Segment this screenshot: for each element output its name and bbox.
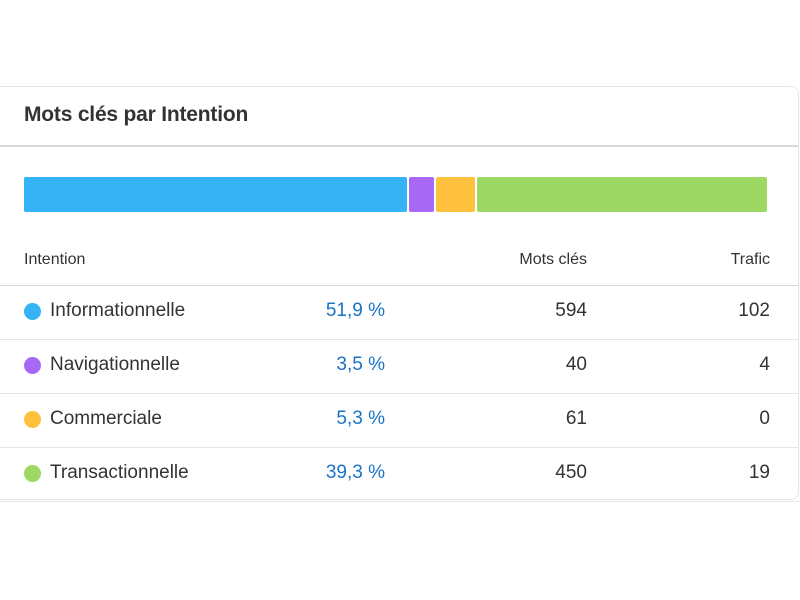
- intent-percent-link[interactable]: 5,3 %: [336, 408, 385, 429]
- intent-traffic-value: 19: [748, 462, 770, 483]
- intent-color-dot: [24, 303, 41, 320]
- card-header: Mots clés par Intention: [0, 87, 798, 147]
- intent-bar-segment[interactable]: [436, 177, 476, 212]
- table-row: Commerciale 5,3 % 61 0: [0, 394, 799, 448]
- intent-color-dot: [24, 465, 41, 482]
- intent-bar-segment[interactable]: [477, 177, 767, 212]
- table-row: Navigationnelle 3,5 % 40 4: [0, 340, 799, 394]
- intent-percent-link[interactable]: 3,5 %: [336, 354, 385, 375]
- intent-percent-link[interactable]: 51,9 %: [325, 300, 385, 321]
- intent-name: Transactionnelle: [50, 462, 189, 483]
- intent-name: Informationnelle: [50, 300, 186, 321]
- table-header: Intention Mots clés Trafic: [0, 237, 799, 286]
- intent-color-dot: [24, 411, 41, 428]
- intent-bar-segment[interactable]: [408, 177, 435, 212]
- intent-traffic-value: 0: [759, 408, 770, 429]
- table-row: Informationnelle 51,9 % 594 102: [0, 286, 799, 340]
- keywords-by-intent-card: Mots clés par Intention Intention Mots c…: [0, 86, 799, 502]
- table-row: Transactionnelle 39,3 % 450 19: [0, 448, 799, 502]
- column-header-traffic[interactable]: Trafic: [730, 251, 770, 268]
- intent-distribution-bar: [24, 177, 767, 212]
- intent-name: Commerciale: [50, 408, 162, 429]
- intent-bar-segment[interactable]: [24, 177, 407, 212]
- intent-keywords-count: 450: [555, 462, 587, 483]
- intent-table: Intention Mots clés Trafic Informationne…: [0, 237, 799, 502]
- column-header-keywords[interactable]: Mots clés: [519, 251, 587, 268]
- intent-keywords-count: 61: [565, 408, 587, 429]
- intent-name: Navigationnelle: [50, 354, 180, 375]
- intent-traffic-value: 4: [759, 354, 770, 375]
- intent-color-dot: [24, 357, 41, 374]
- card-title: Mots clés par Intention: [24, 103, 249, 126]
- intent-keywords-count: 40: [565, 354, 587, 375]
- intent-traffic-value: 102: [738, 300, 770, 321]
- intent-keywords-count: 594: [555, 300, 587, 321]
- intent-percent-link[interactable]: 39,3 %: [325, 462, 385, 483]
- column-header-intention[interactable]: Intention: [24, 251, 86, 268]
